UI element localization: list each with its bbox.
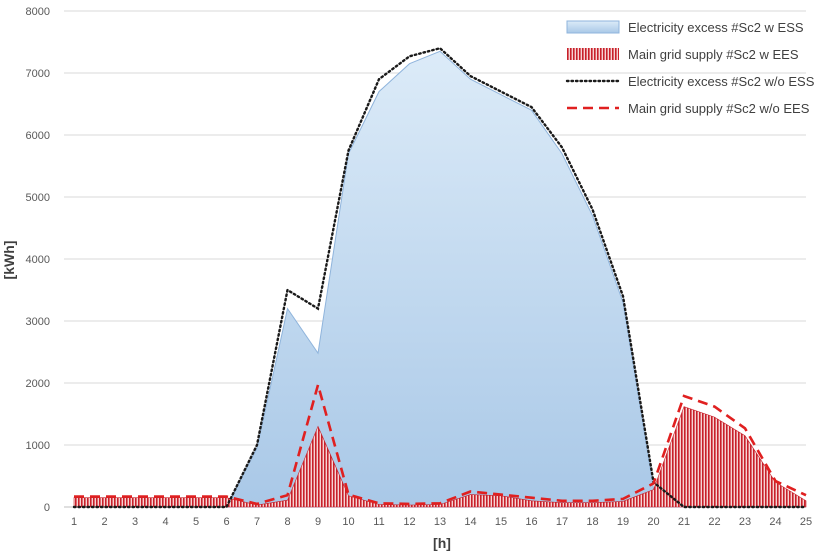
x-tick-label: 10 bbox=[342, 516, 354, 528]
x-tick-label: 16 bbox=[525, 516, 537, 528]
x-tick-label: 25 bbox=[800, 516, 812, 528]
y-axis: 0 1000 2000 3000 4000 5000 6000 7000 8000 bbox=[26, 6, 50, 514]
legend: Electricity excess #Sc2 w ESS Main grid s… bbox=[565, 20, 815, 116]
legend-label: Main grid supply #Sc2 w EES bbox=[628, 47, 799, 62]
y-tick-label: 4000 bbox=[26, 254, 50, 266]
legend-label: Main grid supply #Sc2 w/o EES bbox=[628, 101, 810, 116]
legend-item: Main grid supply #Sc2 w/o EES bbox=[567, 101, 810, 116]
x-tick-label: 3 bbox=[132, 516, 138, 528]
x-tick-label: 20 bbox=[647, 516, 659, 528]
series-main-grid-supply-w-ees-area bbox=[73, 406, 807, 508]
x-tick-label: 24 bbox=[769, 516, 781, 528]
x-tick-label: 15 bbox=[495, 516, 507, 528]
legend-swatch bbox=[567, 48, 619, 60]
x-tick-label: 6 bbox=[223, 516, 229, 528]
x-tick-label: 2 bbox=[101, 516, 107, 528]
legend-item: Electricity excess #Sc2 w ESS bbox=[566, 20, 804, 35]
y-tick-label: 6000 bbox=[26, 130, 50, 142]
x-tick-label: 17 bbox=[556, 516, 568, 528]
x-tick-label: 18 bbox=[586, 516, 598, 528]
x-axis: 1 2 3 4 5 6 7 8 9 10 11 12 13 14 15 16 17 18 19 20 21 22 23 24 2… bbox=[71, 516, 812, 528]
legend-label: Electricity excess #Sc2 w/o ESS bbox=[628, 74, 815, 89]
x-tick-label: 7 bbox=[254, 516, 260, 528]
x-tick-label: 23 bbox=[739, 516, 751, 528]
x-axis-title: [h] bbox=[433, 535, 451, 551]
plot-area bbox=[72, 46, 808, 509]
legend-swatch bbox=[566, 20, 620, 34]
x-tick-label: 5 bbox=[193, 516, 199, 528]
legend-item: Electricity excess #Sc2 w/o ESS bbox=[565, 74, 815, 89]
y-tick-label: 8000 bbox=[26, 6, 50, 18]
y-axis-title: [kWh] bbox=[1, 241, 17, 280]
x-tick-label: 19 bbox=[617, 516, 629, 528]
y-tick-label: 7000 bbox=[26, 68, 50, 80]
x-tick-label: 12 bbox=[403, 516, 415, 528]
y-tick-label: 3000 bbox=[26, 316, 50, 328]
legend-label: Electricity excess #Sc2 w ESS bbox=[628, 20, 804, 35]
x-tick-label: 1 bbox=[71, 516, 77, 528]
y-tick-label: 0 bbox=[44, 502, 50, 514]
x-tick-label: 13 bbox=[434, 516, 446, 528]
y-tick-label: 1000 bbox=[26, 440, 50, 452]
x-tick-label: 9 bbox=[315, 516, 321, 528]
x-tick-label: 22 bbox=[708, 516, 720, 528]
x-tick-label: 8 bbox=[284, 516, 290, 528]
series-main-grid-supply-wo-ees-line bbox=[74, 380, 807, 506]
x-tick-label: 4 bbox=[162, 516, 168, 528]
y-tick-label: 5000 bbox=[26, 192, 50, 204]
x-tick-label: 14 bbox=[464, 516, 476, 528]
x-tick-label: 21 bbox=[678, 516, 690, 528]
x-tick-label: 11 bbox=[373, 516, 384, 528]
y-tick-label: 2000 bbox=[26, 378, 50, 390]
series-electricity-excess-wo-ess-line bbox=[72, 46, 808, 509]
legend-item: Main grid supply #Sc2 w EES bbox=[567, 47, 799, 62]
